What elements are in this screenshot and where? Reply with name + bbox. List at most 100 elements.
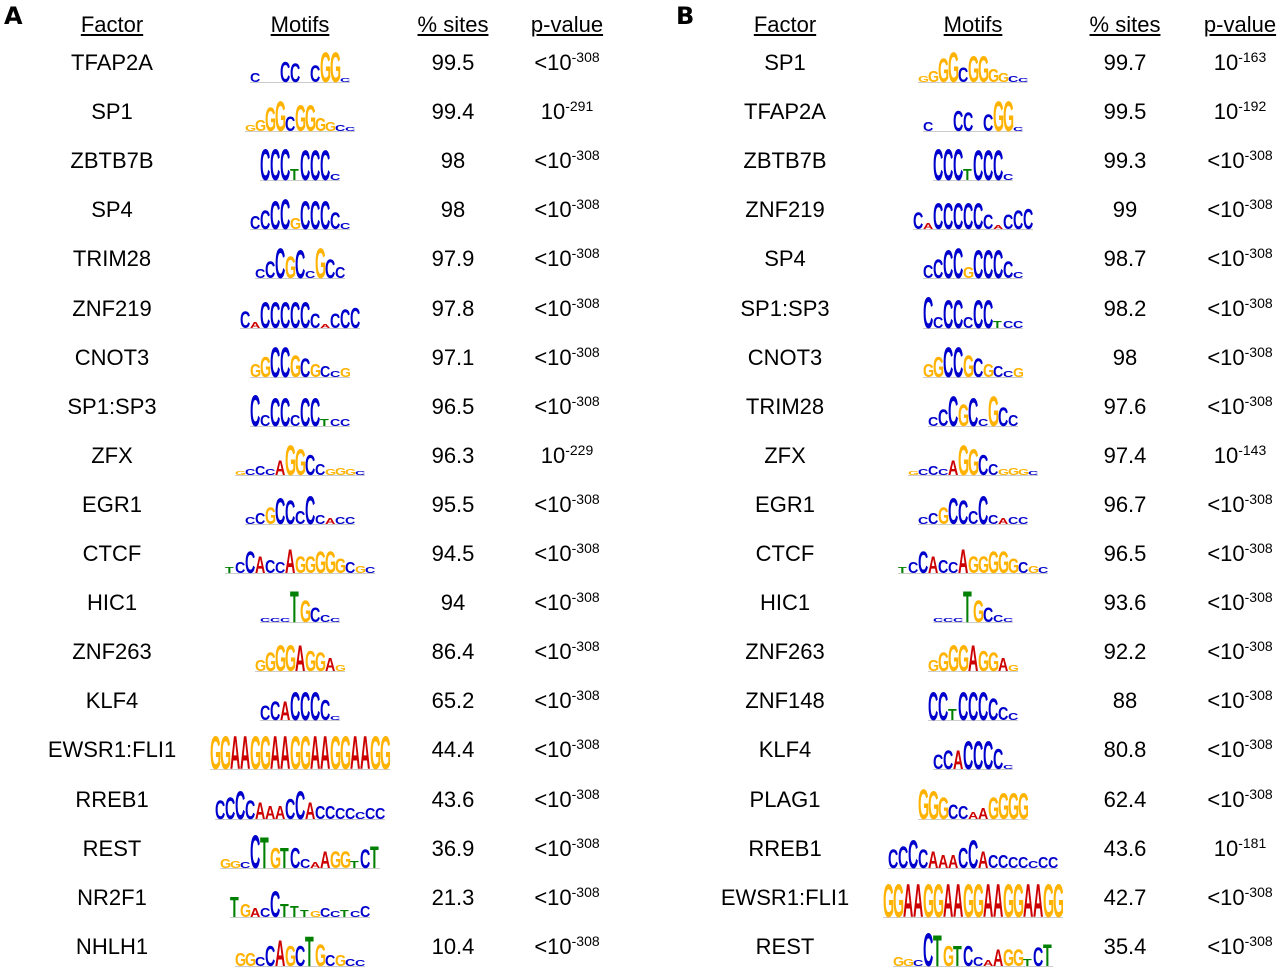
logo-letter: C <box>943 244 953 280</box>
logo-letter: C <box>973 196 983 230</box>
percent-sites: 99.5 <box>1103 99 1147 125</box>
percent-sites: 98 <box>440 197 466 223</box>
logo-letter: C <box>933 196 943 230</box>
p-value: <10-308 <box>534 148 599 174</box>
p-value: <10-308 <box>534 787 599 813</box>
p-value: <10-308 <box>534 197 599 223</box>
logo-letter: C <box>260 702 270 722</box>
logo-letter: C <box>340 305 350 328</box>
factor-name: ZFX <box>764 442 806 468</box>
logo-letter: C <box>943 293 953 329</box>
logo-letter: G <box>998 546 1009 574</box>
logo-letter: G <box>1013 945 1024 967</box>
logo-letter: T <box>305 927 314 967</box>
logo-letter: C <box>315 512 325 525</box>
p-value-base: 10 <box>1213 99 1239 125</box>
logo-letter: C <box>255 510 265 525</box>
percent-sites: 10.4 <box>431 933 475 959</box>
p-value-base: <10 <box>534 491 572 517</box>
logo-letter: C <box>350 911 361 918</box>
p-value-exponent: -308 <box>571 196 600 213</box>
logo-letter: C <box>330 209 340 231</box>
p-value: 10-229 <box>541 443 594 469</box>
table-row: NHLH1 G G C C A G C T G C G C C 10.4 <10-308 <box>0 924 640 973</box>
logo-letter: C <box>958 841 968 869</box>
logo-letter: A <box>993 225 1004 230</box>
percent-sites: 96.7 <box>1103 491 1147 517</box>
p-value-exponent: -308 <box>571 638 600 655</box>
logo-letter: A <box>295 638 305 672</box>
logo-letter: G <box>315 546 326 574</box>
factor-name: PLAG1 <box>749 786 821 812</box>
logo-letter: T <box>898 567 907 574</box>
logo-letter: C <box>973 141 983 181</box>
p-value-base: <10 <box>534 541 572 566</box>
logo-letter: C <box>250 829 260 869</box>
p-value: <10-308 <box>1207 541 1272 567</box>
logo-letter: C <box>983 735 993 771</box>
table-row: CTCF T C C A C C A G G G G G C G C 96.5 <10-308 <box>640 531 1280 580</box>
motif-logo-cell: GGCCGCGCCG <box>923 338 1023 378</box>
logo-letter: C <box>265 557 275 574</box>
factor-name: SP1:SP3 <box>67 393 157 419</box>
table-row: EWSR1:FLI1GGAAGGAAGGAAGGAAGG44.4<10-308 <box>0 727 640 776</box>
logo-letter: C <box>1038 854 1048 869</box>
logo-letter: G <box>295 442 306 476</box>
factor-name: SP4 <box>764 246 806 272</box>
logo-letter: G <box>998 786 1009 820</box>
logo-letter: C <box>953 338 963 378</box>
logo-letter: G <box>315 939 326 967</box>
logo-letter: C <box>260 618 271 623</box>
logo-letter: G <box>923 361 934 378</box>
sequence-logo: C C C C GC C C C C <box>923 240 1023 280</box>
logo-letter: C <box>345 957 355 967</box>
table-row: REST G G C C T G T C C A A G G T C T 35.4 <10-308 <box>640 924 1280 973</box>
logo-letter: C <box>928 686 938 722</box>
p-value-base: <10 <box>534 148 572 174</box>
factor-header: Factor <box>753 12 817 37</box>
logo-letter: G <box>978 49 989 83</box>
logo-letter: G <box>250 361 261 378</box>
logo-letter: G <box>968 552 979 574</box>
p-value-exponent: -308 <box>1244 294 1273 311</box>
factor-name: ZNF263 <box>745 639 825 665</box>
logo-letter: C <box>260 141 270 181</box>
logo-letter: C <box>345 127 355 132</box>
p-value: <10-308 <box>534 885 599 911</box>
logo-letter: G <box>1028 564 1039 574</box>
logo-letter: C <box>958 63 968 83</box>
p-value-base: <10 <box>1207 590 1245 616</box>
table-row: TFAP2A C C C C G G C 99.5 10-192 <box>640 89 1280 138</box>
logo-letter: A <box>265 803 275 820</box>
panel-letter: B <box>676 2 695 30</box>
sequence-logo: C C GC C C C C A C C <box>918 489 1028 525</box>
logo-letter: C <box>310 195 320 231</box>
logo-letter: A <box>1023 878 1033 918</box>
logo-letter: A <box>968 809 978 819</box>
p-value-exponent: -143 <box>1238 441 1267 458</box>
logo-letter: A <box>998 518 1009 525</box>
logo-letter: C <box>245 546 255 574</box>
logo-letter: A <box>998 656 1008 673</box>
logo-letter: C <box>340 223 350 230</box>
p-value: <10-308 <box>1207 345 1272 371</box>
table-row: CNOT3GGCCGCGCCG98<10-308 <box>640 335 1280 384</box>
logo-letter: C <box>270 698 280 721</box>
logo-letter: C <box>928 463 938 476</box>
logo-letter: G <box>1013 878 1024 918</box>
logo-letter: C <box>355 470 365 475</box>
factor-name: REST <box>755 933 815 959</box>
percent-sites: 99.7 <box>1103 50 1147 75</box>
logo-letter: C <box>335 265 345 280</box>
logo-letter: C <box>953 240 963 280</box>
logo-letter: C <box>983 141 993 181</box>
logo-letter: G <box>220 856 231 869</box>
logo-letter: C <box>998 705 1008 722</box>
